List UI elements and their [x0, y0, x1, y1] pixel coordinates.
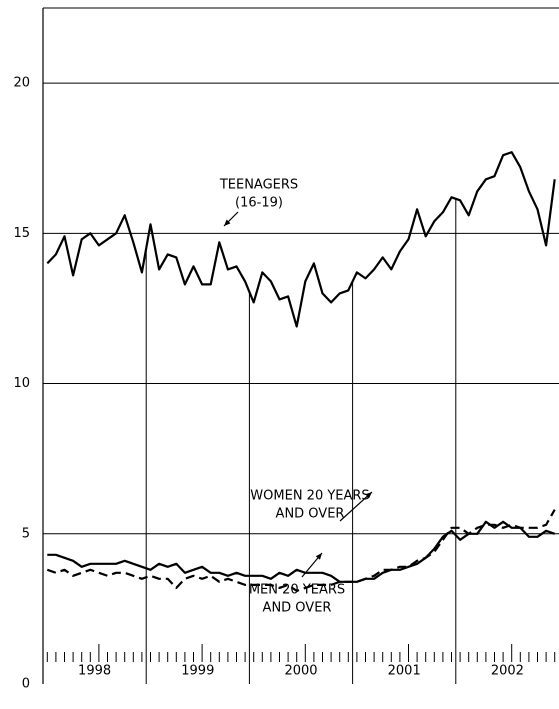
x-tick-label: 1999: [181, 664, 214, 679]
arrow-head: [315, 553, 322, 560]
y-tick-label: 0: [22, 677, 30, 692]
x-tick-label: 2000: [284, 664, 317, 679]
y-tick-label: 5: [22, 526, 30, 541]
x-tick-label: 1998: [78, 664, 111, 679]
arrow-head: [224, 219, 231, 226]
series-label: TEENAGERS: [219, 178, 298, 193]
series-label: AND OVER: [263, 601, 332, 616]
x-tick-label: 2002: [491, 664, 524, 679]
series-line: [46, 509, 556, 593]
series-label: AND OVER: [276, 507, 345, 522]
y-tick-label: 10: [13, 376, 30, 391]
y-tick-label: 15: [13, 226, 30, 241]
arrow-head: [365, 492, 372, 499]
series-line: [46, 151, 556, 328]
series-label: MEN 20 YEARS: [249, 583, 345, 598]
y-tick-label: 20: [13, 76, 30, 91]
x-tick-label: 2001: [388, 664, 421, 679]
series-label: (16-19): [235, 196, 283, 211]
series-line: [47, 520, 556, 583]
series-label: WOMEN 20 YEARS: [250, 489, 369, 504]
label-pointer: [339, 491, 373, 522]
